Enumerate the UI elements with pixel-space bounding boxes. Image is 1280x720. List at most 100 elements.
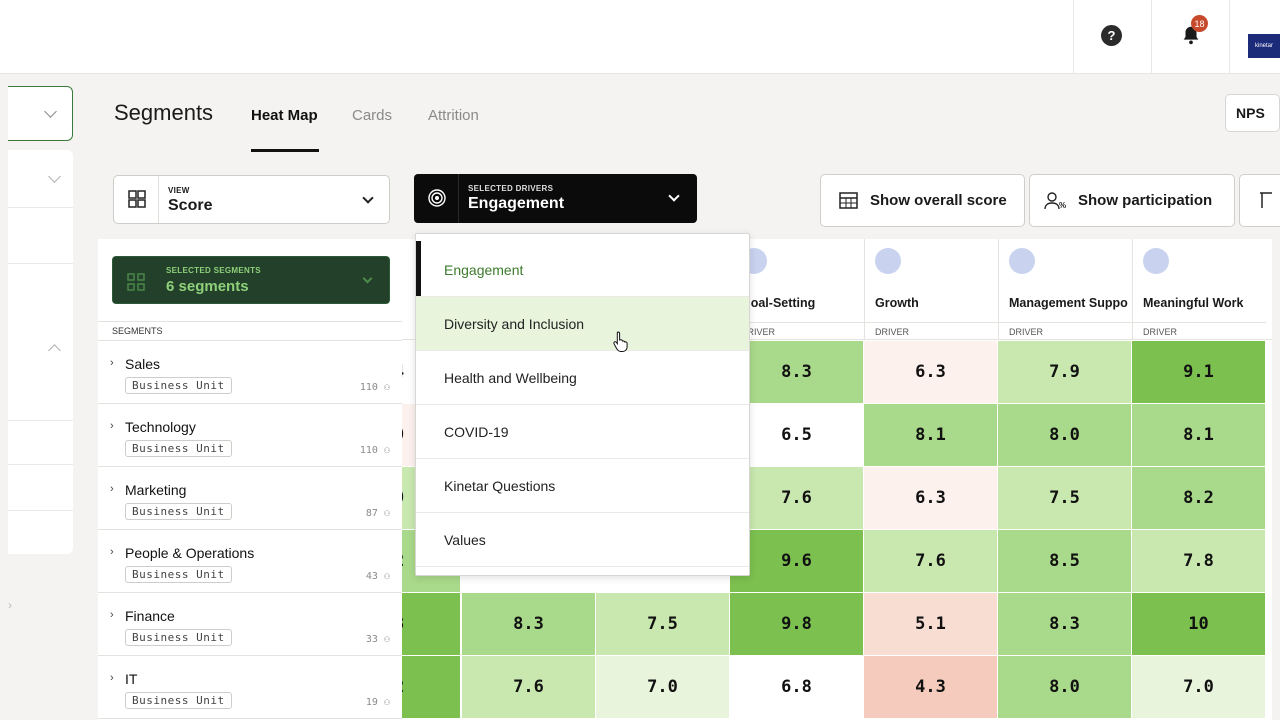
driver-option[interactable]: Health and Wellbeing (416, 351, 749, 405)
driver-option[interactable]: Values (416, 513, 749, 567)
driver-title: Management Suppo (1009, 296, 1128, 310)
help-icon[interactable]: ? (1101, 25, 1122, 46)
driver-option[interactable]: Diversity and Inclusion (416, 297, 749, 351)
heatmap-column-header[interactable]: Growth DRIVER (864, 239, 998, 340)
active-tab-indicator (251, 149, 319, 152)
heatmap-cell[interactable]: 8.3 (998, 593, 1132, 656)
target-icon (428, 189, 446, 207)
segment-type-tag: Business Unit (125, 692, 232, 709)
expand-caret-icon[interactable]: › (110, 672, 114, 684)
segment-count: 19 ⚇ (366, 697, 390, 708)
heatmap-cell[interactable]: 3 (402, 593, 461, 656)
segment-row[interactable]: › IT Business Unit 19 ⚇ (98, 656, 402, 719)
heatmap-cell[interactable]: 8.1 (864, 404, 998, 467)
heatmap-cell[interactable]: 6.3 (864, 467, 998, 530)
people-icon: ⚇ (383, 634, 390, 645)
driver-title: Growth (875, 296, 919, 310)
expand-caret-icon[interactable]: › (110, 420, 114, 432)
heatmap-column-header[interactable]: Management Suppo DRIVER (998, 239, 1132, 340)
heatmap-cell[interactable]: 7.5 (596, 593, 730, 656)
tab-cards[interactable]: Cards (352, 107, 393, 124)
drivers-select-label: SELECTED DRIVERS (468, 184, 554, 193)
heatmap-cell[interactable]: 9.8 (730, 593, 864, 656)
heatmap-cell[interactable]: 6.5 (730, 404, 864, 467)
heatmap-cell[interactable]: 8.0 (998, 404, 1132, 467)
heatmap-column-header[interactable]: Goal-Setting DRIVER (730, 239, 864, 340)
expand-caret-icon[interactable]: › (110, 609, 114, 621)
heatmap-cell[interactable]: 7.0 (1132, 656, 1266, 719)
heatmap-cell[interactable]: 7.5 (998, 467, 1132, 530)
segment-count: 43 ⚇ (366, 571, 390, 582)
expand-caret-icon[interactable]: › (110, 483, 114, 495)
heatmap-cell[interactable]: 5.1 (864, 593, 998, 656)
heatmap-cell[interactable]: 8.5 (998, 530, 1132, 593)
notification-badge: 18 (1191, 15, 1208, 32)
nps-button[interactable]: NPS (1225, 94, 1280, 132)
segment-count-value: 87 (365, 508, 378, 519)
grid-icon (127, 273, 145, 291)
heatmap-cell[interactable]: 4.3 (864, 656, 998, 719)
segment-type-tag: Business Unit (125, 629, 232, 646)
heatmap-cell[interactable]: 8.1 (1132, 404, 1266, 467)
svg-text:%: % (1059, 201, 1066, 210)
expand-panel-icon[interactable]: › (8, 598, 12, 612)
heatmap-cell[interactable]: 7.8 (1132, 530, 1266, 593)
heatmap-cell[interactable]: 10 (1132, 593, 1266, 656)
segment-row[interactable]: › Finance Business Unit 33 ⚇ (98, 593, 402, 656)
expand-caret-icon[interactable]: › (110, 357, 114, 369)
people-icon: ⚇ (383, 445, 390, 456)
heatmap-cell[interactable]: 7.6 (864, 530, 998, 593)
show-participation-button[interactable]: % Show participation (1029, 174, 1235, 227)
heatmap-column-header[interactable]: Meaningful Work DRIVER (1132, 239, 1266, 340)
driver-icon (1009, 248, 1035, 274)
segments-select-label: SELECTED SEGMENTS (166, 266, 261, 275)
heatmap-cell[interactable]: 6.3 (864, 341, 998, 404)
avatar[interactable]: kinetar (1248, 34, 1280, 58)
topbar-divider (1229, 0, 1230, 74)
selected-indicator (416, 241, 421, 297)
chevron-down-icon[interactable] (48, 170, 61, 183)
columns-icon (1260, 192, 1272, 208)
driver-sublabel: DRIVER (741, 327, 776, 337)
segments-panel (98, 239, 402, 720)
heatmap-cell[interactable]: 9.6 (730, 530, 864, 593)
segment-type-tag: Business Unit (125, 503, 232, 520)
heatmap-cell[interactable]: 7.0 (596, 656, 730, 719)
segments-select[interactable]: SELECTED SEGMENTS 6 segments (112, 256, 390, 304)
expand-caret-icon[interactable]: › (110, 546, 114, 558)
heatmap-cell[interactable]: 7.6 (730, 467, 864, 530)
divider (865, 322, 998, 323)
divider (1133, 322, 1266, 323)
driver-option[interactable]: COVID-19 (416, 405, 749, 459)
driver-option[interactable]: Kinetar Questions (416, 459, 749, 513)
heatmap-cell[interactable]: 8.2 (1132, 467, 1266, 530)
heatmap-cell[interactable]: 7.9 (998, 341, 1132, 404)
heatmap-cell[interactable]: 6.8 (730, 656, 864, 719)
segment-row[interactable]: › Sales Business Unit 110 ⚇ (98, 341, 402, 404)
page-title: Segments (114, 100, 214, 125)
tab-heat-map[interactable]: Heat Map (251, 107, 318, 124)
segment-row[interactable]: › Technology Business Unit 110 ⚇ (98, 404, 402, 467)
view-select[interactable]: VIEW Score (113, 175, 390, 224)
heatmap-cell[interactable]: 8.0 (998, 656, 1132, 719)
segment-type-tag: Business Unit (125, 566, 232, 583)
segment-type-tag: Business Unit (125, 440, 232, 457)
heatmap-cell[interactable]: 2 (402, 656, 461, 719)
driver-option[interactable]: Engagement (416, 243, 749, 297)
side-filter-select[interactable] (8, 86, 73, 141)
show-overall-score-button[interactable]: Show overall score (820, 174, 1025, 227)
heatmap-cell[interactable]: 9.1 (1132, 341, 1266, 404)
people-icon: ⚇ (383, 697, 390, 708)
segment-row[interactable]: › People & Operations Business Unit 43 ⚇ (98, 530, 402, 593)
people-icon: ⚇ (383, 508, 390, 519)
hand-cursor-icon (613, 331, 628, 352)
heatmap-cell[interactable]: 8.3 (730, 341, 864, 404)
segment-name: Technology (125, 419, 196, 435)
heatmap-cell[interactable]: 7.6 (462, 656, 596, 719)
heatmap-cell[interactable]: 8.3 (462, 593, 596, 656)
tab-attrition[interactable]: Attrition (428, 107, 479, 124)
segment-row[interactable]: › Marketing Business Unit 87 ⚇ (98, 467, 402, 530)
more-actions-button[interactable] (1239, 174, 1280, 227)
drivers-select[interactable]: SELECTED DRIVERS Engagement (414, 174, 697, 223)
chevron-up-icon[interactable] (48, 344, 61, 357)
